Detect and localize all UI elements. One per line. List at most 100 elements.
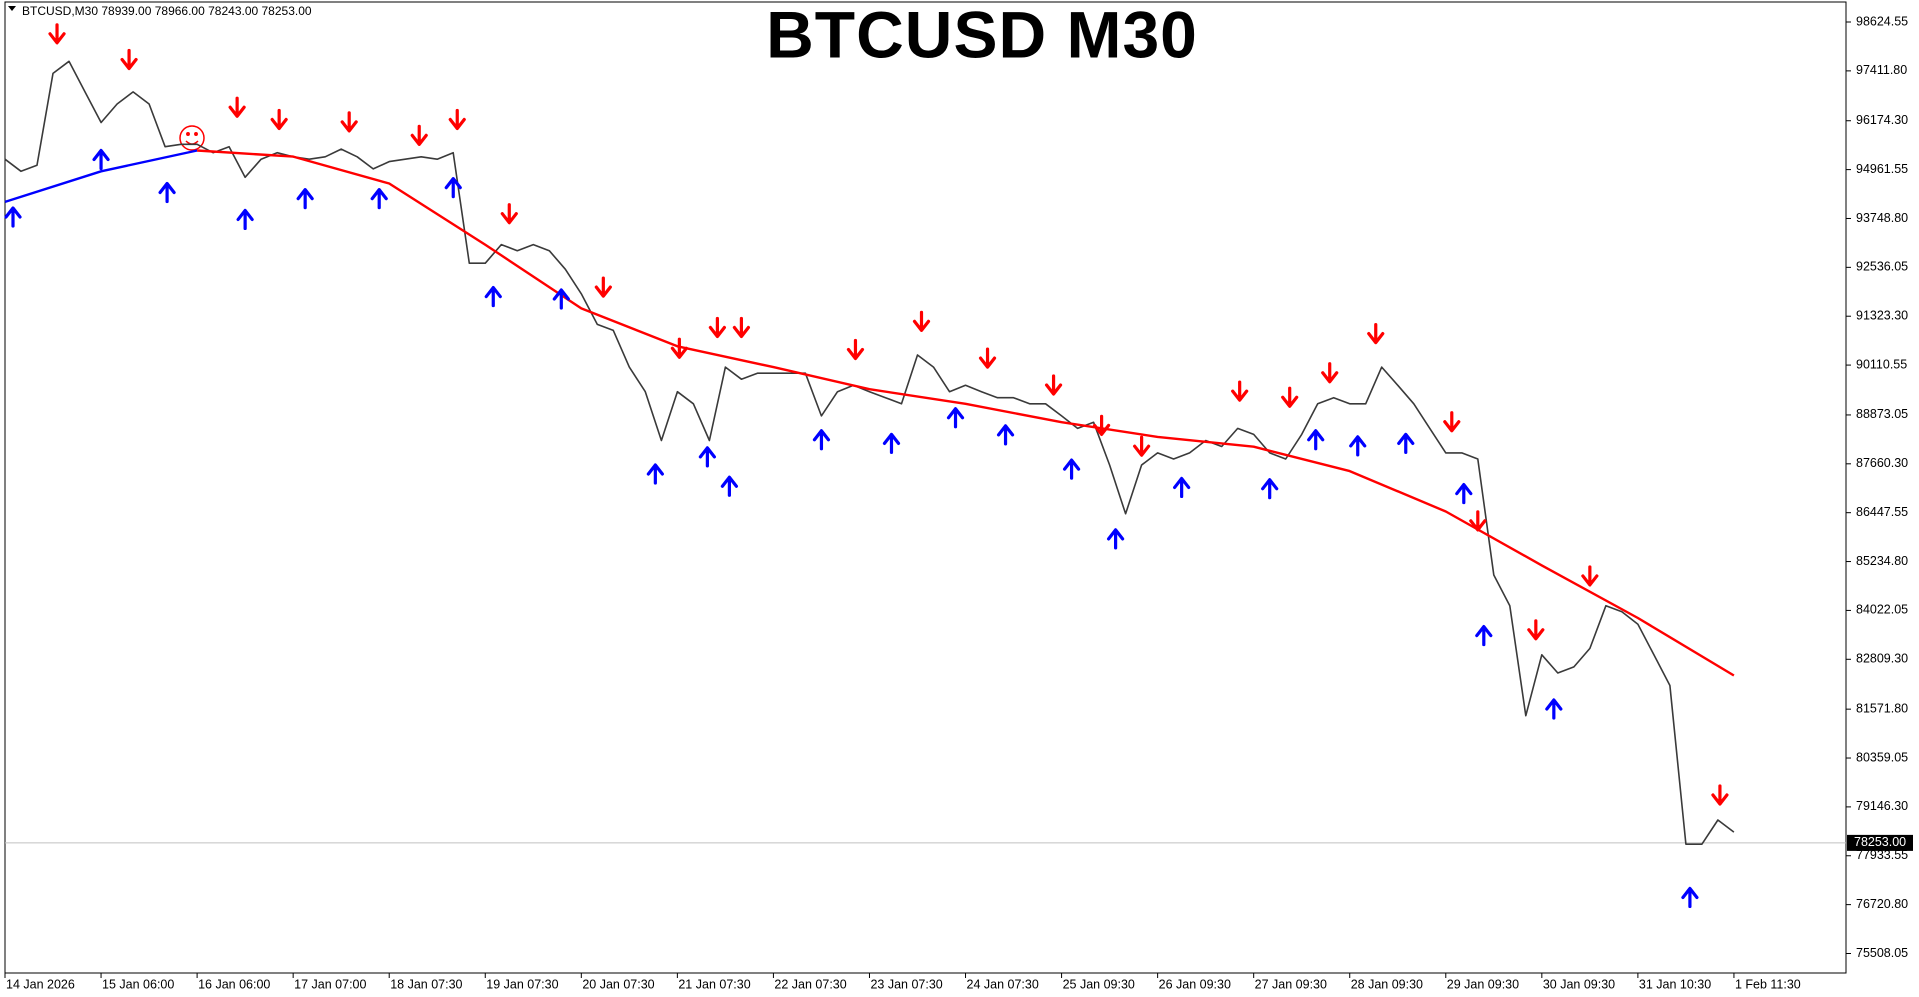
down-arrow xyxy=(448,108,466,131)
x-tick-label: 22 Jan 07:30 xyxy=(774,977,846,991)
y-tick-label: 88873.05 xyxy=(1856,407,1908,421)
down-arrow xyxy=(1527,619,1545,641)
up-arrow xyxy=(92,148,110,171)
y-tick-label: 85234.80 xyxy=(1856,554,1908,568)
x-tick-label: 25 Jan 09:30 xyxy=(1063,977,1135,991)
down-arrow xyxy=(340,111,358,133)
down-arrow xyxy=(708,316,726,339)
down-arrow xyxy=(120,48,138,71)
down-arrow xyxy=(228,96,246,118)
up-arrow xyxy=(1681,886,1699,909)
up-arrow xyxy=(1173,476,1191,499)
down-arrow xyxy=(732,316,750,339)
down-arrow xyxy=(912,310,931,332)
up-arrow xyxy=(1307,429,1325,451)
up-arrow xyxy=(946,407,965,429)
up-arrow xyxy=(996,424,1015,446)
x-tick-label: 21 Jan 07:30 xyxy=(678,977,750,991)
down-arrow xyxy=(270,108,288,131)
down-arrow xyxy=(500,203,518,225)
y-tick-label: 98624.55 xyxy=(1856,14,1908,28)
chart-header: BTCUSD,M30 78939.00 78966.00 78243.00 78… xyxy=(22,4,312,18)
x-tick-label: 27 Jan 09:30 xyxy=(1255,977,1327,991)
chart-title: BTCUSD M30 xyxy=(766,0,1198,71)
header-icon xyxy=(8,6,16,11)
down-arrow xyxy=(410,124,428,146)
x-tick-label: 14 Jan 2026 xyxy=(6,977,75,991)
up-arrow xyxy=(1062,458,1081,480)
y-tick-label: 94961.55 xyxy=(1856,162,1908,176)
x-tick-label: 24 Jan 07:30 xyxy=(967,977,1039,991)
x-tick-label: 17 Jan 07:00 xyxy=(294,977,366,991)
x-tick-label: 18 Jan 07:30 xyxy=(390,977,462,991)
y-tick-label: 92536.05 xyxy=(1856,260,1908,274)
up-arrow xyxy=(4,206,22,228)
down-arrow xyxy=(670,337,688,359)
down-arrow xyxy=(1711,784,1729,806)
x-tick-label: 31 Jan 10:30 xyxy=(1639,977,1711,991)
price-line xyxy=(4,149,198,204)
y-tick-label: 96174.30 xyxy=(1856,113,1908,127)
down-arrow xyxy=(1581,565,1599,587)
y-tick-label: 82809.30 xyxy=(1856,652,1908,666)
up-arrow xyxy=(1545,698,1563,720)
y-tick-label: 93748.80 xyxy=(1856,211,1908,225)
up-arrow xyxy=(1397,432,1415,455)
x-tick-label: 1 Feb 11:30 xyxy=(1735,977,1801,991)
price-line xyxy=(4,60,1735,845)
up-arrow xyxy=(698,446,716,468)
down-arrow xyxy=(846,338,865,361)
down-arrow xyxy=(1443,411,1461,433)
down-arrow xyxy=(1093,414,1111,437)
down-arrow xyxy=(1281,386,1299,408)
up-arrow xyxy=(370,188,388,210)
price-line xyxy=(197,149,1735,677)
x-tick-label: 28 Jan 09:30 xyxy=(1351,977,1423,991)
down-arrow xyxy=(594,276,612,298)
y-tick-label: 97411.80 xyxy=(1856,63,1907,77)
up-arrow xyxy=(552,288,570,310)
down-arrow xyxy=(1044,374,1063,396)
y-tick-label: 81571.80 xyxy=(1856,701,1908,715)
y-tick-label: 80359.05 xyxy=(1856,750,1908,764)
down-arrow xyxy=(1321,362,1339,384)
up-arrow xyxy=(444,177,462,199)
current-price-label: 78253.00 xyxy=(1854,835,1906,849)
up-arrow xyxy=(646,463,664,485)
down-arrow xyxy=(1133,435,1151,457)
up-arrow xyxy=(720,475,738,497)
up-arrow xyxy=(1107,528,1125,550)
up-arrow xyxy=(236,208,254,231)
y-tick-label: 75508.05 xyxy=(1856,946,1908,960)
y-tick-label: 90110.55 xyxy=(1856,357,1907,371)
y-tick-label: 77933.55 xyxy=(1856,848,1908,862)
x-tick-label: 20 Jan 07:30 xyxy=(582,977,654,991)
up-arrow xyxy=(812,429,831,451)
x-tick-label: 23 Jan 07:30 xyxy=(870,977,942,991)
x-tick-label: 16 Jan 06:00 xyxy=(198,977,270,991)
up-arrow xyxy=(296,188,314,210)
x-tick-label: 15 Jan 06:00 xyxy=(102,977,174,991)
x-tick-label: 26 Jan 09:30 xyxy=(1159,977,1231,991)
y-tick-label: 84022.05 xyxy=(1856,603,1908,617)
y-tick-label: 79146.30 xyxy=(1856,799,1908,813)
down-arrow xyxy=(1469,510,1487,532)
up-arrow xyxy=(1261,478,1279,500)
y-tick-label: 86447.55 xyxy=(1856,505,1908,519)
current-price-box xyxy=(1847,834,1913,851)
down-arrow xyxy=(48,23,66,45)
up-arrow xyxy=(882,432,901,455)
up-arrow xyxy=(1349,435,1367,457)
x-tick-label: 19 Jan 07:30 xyxy=(486,977,558,991)
down-arrow xyxy=(1367,323,1385,345)
y-tick-label: 76720.80 xyxy=(1856,897,1908,911)
y-tick-label: 87660.30 xyxy=(1856,456,1908,470)
up-arrow xyxy=(1475,624,1493,647)
down-arrow xyxy=(978,347,997,369)
up-arrow xyxy=(1455,482,1473,505)
up-arrow xyxy=(484,285,502,308)
y-tick-label: 91323.30 xyxy=(1856,309,1908,323)
x-tick-label: 30 Jan 09:30 xyxy=(1543,977,1615,991)
plot-frame xyxy=(4,1,1847,974)
